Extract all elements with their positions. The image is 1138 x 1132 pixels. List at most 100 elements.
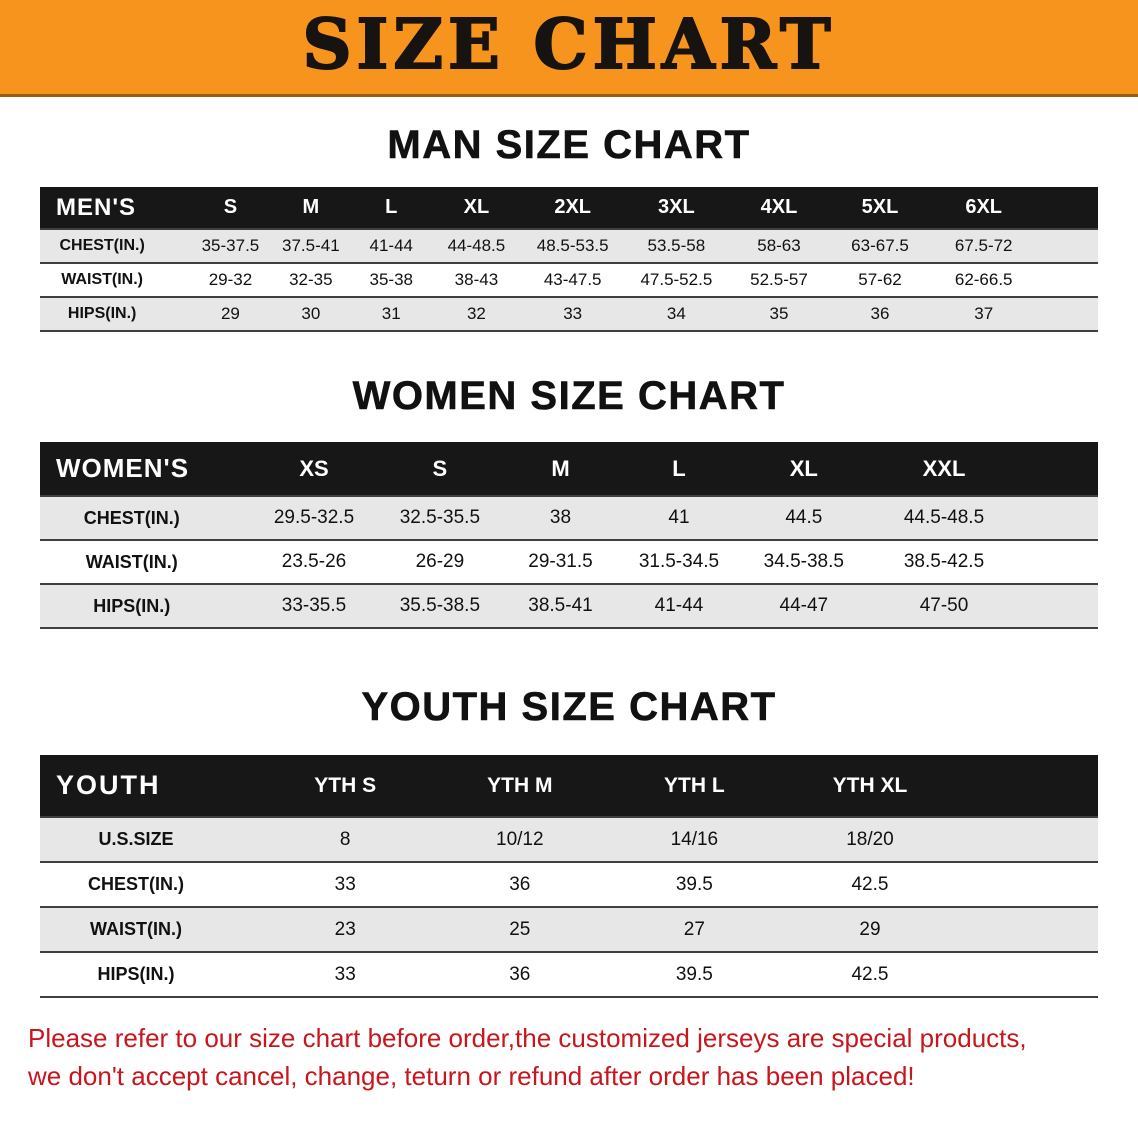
table-row: HIPS(IN.) 33 36 39.5 42.5	[40, 952, 1098, 997]
size-value-cell: 25	[509, 918, 531, 940]
size-value-cell: 38	[549, 507, 572, 528]
table-row: CHEST(IN.) 35-37.5 37.5-41 41-44 44-48.5 48.5…	[40, 229, 1098, 263]
youth-column-header-yth-xl: YTH XL	[781, 755, 959, 817]
row-label: HIPS(IN.)	[97, 964, 175, 984]
table-row: CHEST(IN.) 33 36 39.5 42.5	[40, 862, 1098, 907]
size-value-cell: 29-31.5	[528, 551, 593, 572]
row-label: U.S.SIZE	[98, 829, 174, 849]
spacer-cell	[1036, 187, 1098, 229]
table-row: HIPS(IN.) 33-35.5 35.5-38.5 38.5-41 41-44 44-…	[40, 584, 1098, 628]
size-value-cell: 8	[339, 828, 351, 850]
spacer-cell	[1019, 584, 1098, 628]
size-value-cell: 44-48.5	[447, 236, 506, 255]
youth-table-title-cell: YOUTH	[40, 755, 258, 817]
size-value-cell: 37	[974, 304, 994, 323]
size-value-cell: 36	[870, 304, 890, 323]
size-value-cell: 44-47	[779, 595, 829, 616]
spacer-cell	[958, 755, 1098, 817]
size-value-cell: 29-32	[208, 270, 253, 289]
size-value-cell: 31.5-34.5	[638, 551, 720, 572]
men-size-chart-section: MAN SIZE CHART MEN'S S M L XL 2XL 3XL 4XL 5XL 6XL C…	[0, 123, 1138, 332]
size-value-cell: 57-62	[858, 270, 902, 289]
row-label: CHEST(IN.)	[83, 507, 180, 528]
size-value-cell: 10/12	[496, 828, 544, 850]
spacer-cell	[1037, 263, 1098, 297]
men-column-header-4xl: 4XL	[728, 187, 830, 229]
women-column-header-xs: XS	[249, 442, 379, 496]
spacer-cell	[958, 952, 1098, 997]
women-table-title-cell: WOMEN'S	[40, 442, 250, 496]
row-label: HIPS(IN.)	[93, 595, 171, 616]
size-value-cell: 32.5-35.5	[399, 507, 481, 528]
men-column-header-5xl: 5XL	[829, 187, 931, 229]
size-value-cell: 39.5	[675, 873, 713, 895]
women-column-header-xl: XL	[738, 442, 870, 496]
size-value-cell: 63-67.5	[851, 236, 909, 255]
size-value-cell: 31	[381, 304, 401, 323]
men-column-header-2xl: 2XL	[521, 187, 624, 229]
size-value-cell: 23	[334, 918, 356, 940]
banner: SIZE CHART	[0, 0, 1138, 97]
size-value-cell: 33	[334, 963, 356, 985]
row-label: CHEST(IN.)	[59, 237, 145, 254]
size-value-cell: 23.5-26	[281, 551, 347, 572]
size-value-cell: 18/20	[846, 828, 894, 850]
spacer-cell	[1019, 540, 1098, 584]
men-column-header-s: S	[190, 187, 271, 229]
size-value-cell: 29	[859, 918, 881, 940]
size-value-cell: 35	[769, 304, 789, 323]
men-column-header-m: M	[270, 187, 352, 229]
men-header-row: MEN'S S M L XL 2XL 3XL 4XL 5XL 6XL	[40, 187, 1098, 229]
men-column-header-xl: XL	[431, 187, 522, 229]
men-size-table: MEN'S S M L XL 2XL 3XL 4XL 5XL 6XL CHEST(IN.) 35-37…	[40, 187, 1098, 332]
table-row: HIPS(IN.) 29 30 31 32 33 34 35 36 37	[40, 297, 1098, 331]
size-value-cell: 35.5-38.5	[399, 595, 481, 616]
size-value-cell: 39.5	[675, 963, 713, 985]
women-column-header-xxl: XXL	[869, 442, 1019, 496]
youth-column-header-yth-l: YTH L	[607, 755, 782, 817]
table-row: U.S.SIZE 8 10/12 14/16 18/20	[40, 817, 1098, 862]
table-row: WAIST(IN.) 23.5-26 26-29 29-31.5 31.5-34.5 34…	[40, 540, 1098, 584]
size-value-cell: 58-63	[757, 236, 801, 255]
size-value-cell: 30	[301, 304, 321, 323]
size-value-cell: 36	[509, 873, 531, 895]
notice-line-2: we don't accept cancel, change, teturn o…	[28, 1060, 915, 1091]
size-value-cell: 27	[683, 918, 705, 940]
size-value-cell: 62-66.5	[954, 270, 1013, 289]
men-column-header-6xl: 6XL	[930, 187, 1037, 229]
women-section-title: WOMEN SIZE CHART	[352, 374, 786, 419]
size-value-cell: 38.5-42.5	[903, 551, 985, 572]
men-section-title: MAN SIZE CHART	[387, 123, 751, 168]
spacer-cell	[1018, 442, 1098, 496]
size-value-cell: 47-50	[919, 595, 969, 616]
size-value-cell: 42.5	[851, 873, 889, 895]
size-value-cell: 41-44	[369, 236, 413, 255]
row-label: WAIST(IN.)	[85, 551, 178, 572]
size-value-cell: 67.5-72	[954, 236, 1013, 255]
youth-section-title: YOUTH SIZE CHART	[361, 685, 777, 730]
size-value-cell: 43-47.5	[543, 270, 602, 289]
size-value-cell: 33-35.5	[281, 595, 347, 616]
size-value-cell: 35-37.5	[201, 236, 260, 255]
size-value-cell: 34.5-38.5	[763, 551, 844, 572]
women-column-header-s: S	[378, 442, 502, 496]
row-label: HIPS(IN.)	[67, 305, 137, 322]
size-value-cell: 37.5-41	[282, 236, 340, 255]
women-size-table: WOMEN'S XS S M L XL XXL CHEST(IN.) 29.5-32.5 32.5…	[40, 442, 1098, 629]
size-value-cell: 35-38	[369, 270, 413, 289]
table-row: WAIST(IN.) 23 25 27 29	[40, 907, 1098, 952]
youth-column-header-yth-s: YTH S	[257, 755, 433, 817]
size-value-cell: 47.5-52.5	[640, 270, 713, 289]
size-value-cell: 52.5-57	[750, 270, 808, 289]
size-value-cell: 41-44	[654, 595, 704, 616]
size-chart-sections: MAN SIZE CHART MEN'S S M L XL 2XL 3XL 4XL 5XL 6XL C…	[0, 123, 1138, 998]
row-label: WAIST(IN.)	[89, 919, 182, 939]
men-column-header-l: L	[351, 187, 432, 229]
spacer-cell	[1019, 496, 1098, 540]
youth-size-chart-section: YOUTH SIZE CHART YOUTH YTH S YTH M YTH L YTH …	[0, 685, 1138, 998]
table-row: WAIST(IN.) 29-32 32-35 35-38 38-43 43-47.5 47.…	[40, 263, 1098, 297]
men-column-header-3xl: 3XL	[624, 187, 729, 229]
size-value-cell: 34	[666, 304, 686, 323]
size-value-cell: 32	[466, 304, 486, 323]
spacer-cell	[958, 817, 1098, 862]
